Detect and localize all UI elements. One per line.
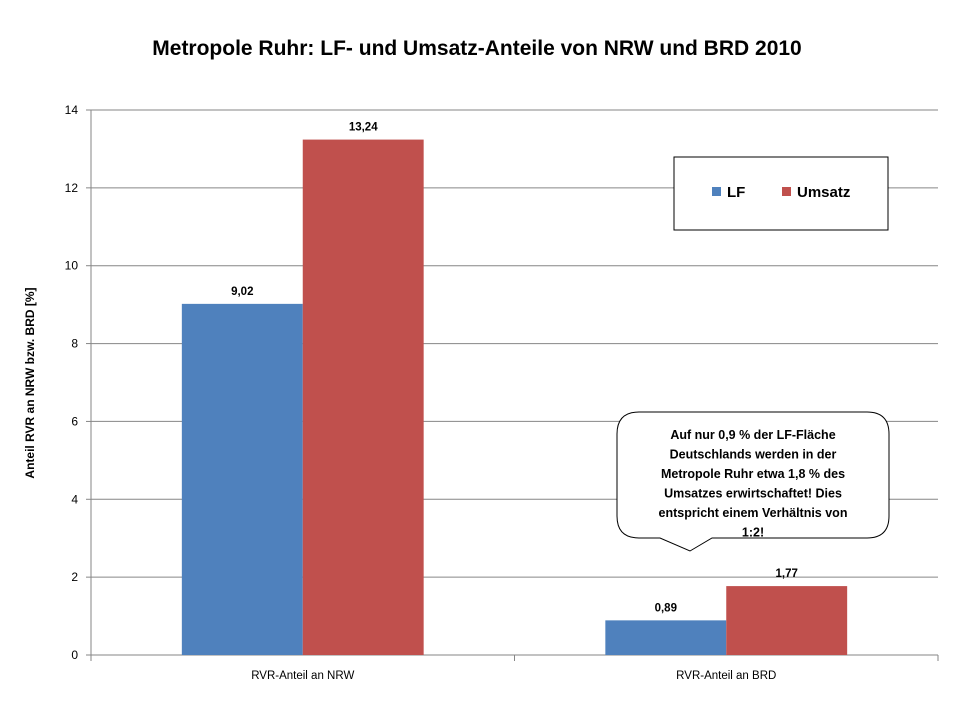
- data-labels: 9,02 0,89 13,24 1,77: [231, 122, 798, 615]
- callout-line: Umsatzes erwirtschaftet! Dies: [664, 487, 842, 501]
- data-label: 13,24: [349, 122, 378, 134]
- y-axis-label: Anteil RVR an NRW bzw. BRD [%]: [23, 287, 37, 478]
- bar-lf-1: [181, 303, 303, 655]
- bars: [181, 139, 848, 656]
- bar-lf-2: [605, 620, 727, 655]
- y-tick-label: 10: [65, 259, 79, 273]
- bar-umsatz-2: [726, 586, 848, 655]
- annotation-callout: Auf nur 0,9 % der LF-Fläche Deutschlands …: [616, 411, 890, 552]
- legend-swatch-umsatz: [782, 187, 791, 196]
- legend-label-lf: LF: [727, 184, 745, 201]
- chart-title: Metropole Ruhr: LF- und Umsatz-Anteile v…: [152, 37, 801, 60]
- callout-line: Auf nur 0,9 % der LF-Fläche: [670, 428, 835, 442]
- y-tick-label: 0: [71, 648, 78, 662]
- y-tick-label: 8: [71, 337, 78, 351]
- data-label: 1,77: [776, 568, 798, 580]
- callout-line: Deutschlands werden in der: [670, 448, 837, 462]
- y-tick-label: 12: [65, 181, 79, 195]
- y-tick-label: 14: [65, 103, 79, 117]
- callout-line: 1:2!: [742, 526, 764, 540]
- legend-swatch-lf: [712, 187, 721, 196]
- bar-umsatz-1: [302, 139, 424, 656]
- callout-bubble: [616, 411, 890, 552]
- legend-box: [673, 156, 889, 231]
- legend-label-umsatz: Umsatz: [797, 184, 850, 201]
- legend: LF Umsatz: [673, 156, 889, 231]
- x-tick-label: RVR-Anteil an BRD: [676, 670, 776, 682]
- callout-line: Metropole Ruhr etwa 1,8 % des: [661, 467, 845, 481]
- y-tick-label: 4: [71, 492, 78, 506]
- data-label: 9,02: [231, 286, 253, 298]
- callout-line: entspricht einem Verhältnis von: [659, 506, 848, 520]
- y-tick-label: 6: [71, 414, 78, 428]
- y-tick-label: 2: [71, 570, 78, 584]
- x-tick-label: RVR-Anteil an NRW: [251, 670, 354, 682]
- data-label: 0,89: [655, 602, 677, 614]
